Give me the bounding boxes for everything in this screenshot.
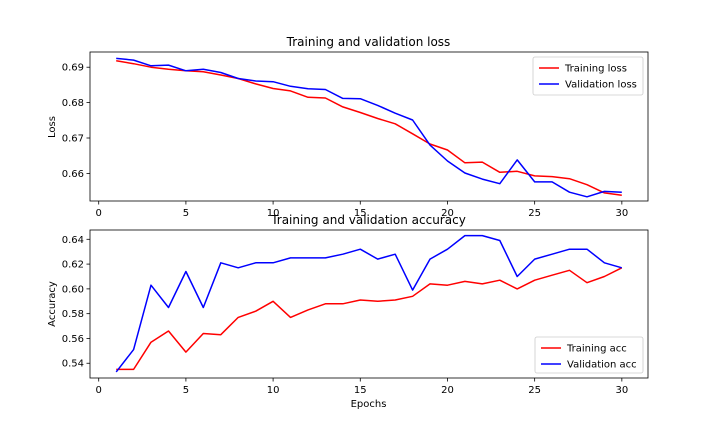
loss-x-tick-label: 20 xyxy=(441,208,454,219)
loss-legend-label-validation-loss: Validation loss xyxy=(565,80,637,91)
accuracy-series-validation-acc xyxy=(115,234,623,373)
accuracy-y-tick-label: 0.60 xyxy=(62,284,84,295)
loss-y-tick-label: 0.69 xyxy=(62,63,84,74)
loss-x-tick-label: 0 xyxy=(96,208,102,219)
accuracy-x-tick-label: 30 xyxy=(615,385,628,396)
loss-legend-box xyxy=(532,56,644,96)
accuracy-y-tick-label: 0.64 xyxy=(62,235,84,246)
accuracy-chart: Training and validation accuracy Accurac… xyxy=(47,213,649,410)
accuracy-x-tick-label: 10 xyxy=(267,385,280,396)
accuracy-legend-label-training-acc: Training acc xyxy=(566,344,627,355)
accuracy-y-tick-label: 0.56 xyxy=(62,334,84,345)
accuracy-plot-frame xyxy=(89,229,649,379)
loss-plot-frame xyxy=(89,51,649,202)
loss-x-tick-label: 5 xyxy=(183,208,189,219)
accuracy-legend: Training acc Validation acc xyxy=(534,336,644,374)
accuracy-x-tick-label: 0 xyxy=(96,385,102,396)
accuracy-series-training-acc xyxy=(116,267,623,371)
loss-x-tick-label: 10 xyxy=(267,208,280,219)
loss-legend-label-training-loss: Training loss xyxy=(564,64,627,75)
loss-chart-title: Training and validation loss xyxy=(286,35,451,49)
loss-y-tick-label: 0.67 xyxy=(62,134,84,145)
loss-x-tick-label: 25 xyxy=(528,208,541,219)
loss-series-training-loss xyxy=(116,60,622,197)
loss-y-axis-label: Loss xyxy=(47,116,58,138)
loss-y-tick-label: 0.66 xyxy=(62,169,84,180)
loss-chart: Training and validation loss Loss 0 5 10 15… xyxy=(47,35,649,219)
accuracy-x-axis-label: Epochs xyxy=(351,399,387,410)
accuracy-legend-box xyxy=(534,336,644,374)
accuracy-x-tick-label: 15 xyxy=(354,385,367,396)
accuracy-legend-label-validation-acc: Validation acc xyxy=(567,360,637,371)
loss-y-tick-label: 0.68 xyxy=(62,98,84,109)
accuracy-y-tick-label: 0.58 xyxy=(62,309,84,320)
accuracy-x-tick-label: 5 xyxy=(183,385,189,396)
accuracy-chart-title: Training and validation accuracy xyxy=(270,213,466,227)
accuracy-y-axis-label: Accuracy xyxy=(47,281,58,327)
loss-legend: Training loss Validation loss xyxy=(532,56,644,96)
accuracy-plot-area: 0 5 10 15 20 25 30 0.54 0.56 0.58 0.60 0.62 0.64 Trai… xyxy=(62,229,649,396)
loss-x-tick-label: 30 xyxy=(615,208,628,219)
accuracy-y-tick-label: 0.62 xyxy=(62,260,84,271)
loss-series-validation-loss xyxy=(116,57,622,198)
loss-x-tick-label: 15 xyxy=(354,208,367,219)
accuracy-x-tick-label: 20 xyxy=(441,385,454,396)
accuracy-y-tick-label: 0.54 xyxy=(62,359,84,370)
loss-plot-area: 0 5 10 15 20 25 30 0.66 0.67 0.68 0.69 Training los… xyxy=(62,51,649,219)
accuracy-x-tick-label: 25 xyxy=(528,385,541,396)
